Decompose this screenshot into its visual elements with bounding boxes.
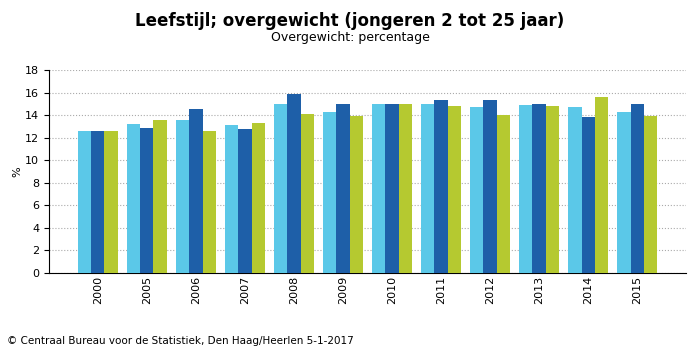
Bar bbox=[323, 112, 337, 273]
Bar bbox=[484, 100, 497, 273]
Bar bbox=[274, 104, 287, 273]
Text: Overgewicht: percentage: Overgewicht: percentage bbox=[271, 32, 429, 44]
Bar bbox=[546, 106, 559, 273]
Bar bbox=[349, 116, 363, 273]
Bar bbox=[104, 131, 118, 273]
Bar bbox=[595, 97, 608, 273]
Bar bbox=[189, 110, 202, 273]
Bar bbox=[238, 129, 251, 273]
Bar bbox=[127, 124, 140, 273]
Bar bbox=[421, 104, 435, 273]
Text: © Centraal Bureau voor de Statistiek, Den Haag/Heerlen 5-1-2017: © Centraal Bureau voor de Statistiek, De… bbox=[7, 336, 354, 346]
Bar bbox=[582, 117, 595, 273]
Bar bbox=[337, 104, 349, 273]
Bar bbox=[568, 107, 582, 273]
Bar bbox=[176, 120, 189, 273]
Bar bbox=[398, 104, 412, 273]
Bar bbox=[617, 112, 631, 273]
Bar bbox=[225, 125, 238, 273]
Bar bbox=[202, 131, 216, 273]
Bar bbox=[91, 131, 104, 273]
Bar bbox=[533, 104, 546, 273]
Bar bbox=[631, 104, 644, 273]
Bar bbox=[497, 115, 510, 273]
Bar bbox=[386, 104, 398, 273]
Bar bbox=[78, 131, 91, 273]
Bar bbox=[435, 100, 448, 273]
Bar bbox=[140, 127, 153, 273]
Bar bbox=[644, 116, 657, 273]
Bar bbox=[519, 105, 533, 273]
Bar bbox=[372, 104, 386, 273]
Bar bbox=[448, 106, 461, 273]
Bar bbox=[251, 123, 265, 273]
Bar bbox=[470, 107, 484, 273]
Y-axis label: %: % bbox=[13, 166, 22, 177]
Bar bbox=[287, 94, 300, 273]
Bar bbox=[300, 114, 314, 273]
Text: Leefstijl; overgewicht (jongeren 2 tot 25 jaar): Leefstijl; overgewicht (jongeren 2 tot 2… bbox=[135, 12, 565, 30]
Bar bbox=[153, 120, 167, 273]
